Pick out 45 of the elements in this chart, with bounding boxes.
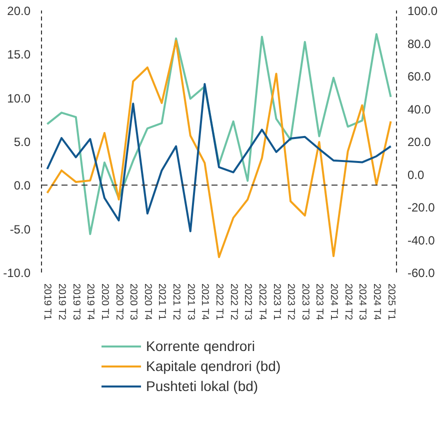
x-tick-label: 2025 T1 [385,284,396,320]
y-tick-label: 10.0 [7,91,31,106]
y-tick-label: -5.0 [10,222,31,236]
y-tick-label: 15.0 [7,48,31,62]
x-tick-label: 2019 T1 [42,284,53,320]
y-tick-label: 5.0 [14,135,31,149]
x-tick-label: 2020 T4 [142,284,153,320]
x-tick-label: 2021 T3 [184,284,196,320]
x-tick-label: 2023 T2 [285,284,296,320]
y2-tick-label: -40.0 [408,233,436,248]
legend-label: Pushteti lokal (bd) [146,377,258,395]
x-tick-label: 2022 T1 [214,284,224,320]
x-tick-label: 2022 T3 [242,284,254,320]
x-tick-label: 2019 T2 [56,284,68,320]
y2-tick-label: 40.0 [408,102,432,116]
y2-tick-label: -60.0 [408,266,436,280]
y-tick-label: 0.0 [14,178,31,193]
y2-tick-label: 20.0 [408,135,432,149]
y2-tick-label: 0.0 [408,168,425,182]
x-tick-label: 2021 T2 [170,284,182,320]
x-tick-label: 2022 T2 [228,284,239,320]
x-tick-label: 2023 T1 [270,284,282,320]
y2-tick-label: 100.0 [408,4,438,18]
x-tick-label: 2019 T3 [70,284,82,320]
x-tick-label: 2024 T2 [342,284,354,320]
x-tick-label: 2020 T3 [128,284,139,320]
x-tick-label: 2024 T1 [328,284,340,320]
legend-label: Korrente qendrori [146,337,255,355]
y-tick-label: 20.0 [7,4,31,18]
x-tick-label: 2023 T3 [299,284,310,320]
y2-tick-label: 60.0 [408,70,432,84]
x-tick-label: 2022 T4 [256,284,268,320]
x-tick-label: 2021 T1 [156,284,168,320]
legend-label: Kapitale qendrori (bd) [146,357,281,375]
x-tick-label: 2024 T4 [370,284,382,320]
x-tick-label: 2020 T2 [113,284,124,320]
x-tick-label: 2021 T4 [199,284,210,320]
x-tick-label: 2019 T4 [84,284,96,320]
y-tick-label: -10.0 [3,266,31,280]
x-tick-label: 2023 T4 [314,284,325,320]
y2-tick-label: 80.0 [408,36,432,51]
line-series [46,83,392,232]
y2-tick-label: -20.0 [408,200,436,214]
x-tick-label: 2020 T1 [98,284,110,320]
x-tick-label: 2024 T3 [356,284,368,320]
